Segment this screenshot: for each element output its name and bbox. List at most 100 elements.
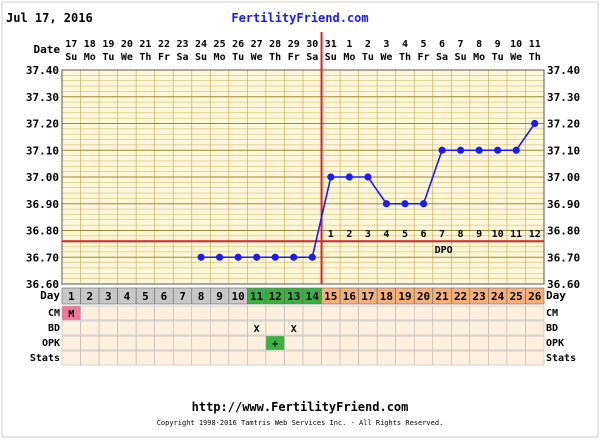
opk-cell [321, 335, 341, 351]
day-number: 6 [161, 290, 168, 303]
cm-cell [191, 305, 211, 321]
date-label: 4 [402, 39, 408, 50]
temperature-point [345, 173, 353, 181]
day-number: 11 [250, 290, 264, 303]
cm-mark: M [68, 309, 74, 320]
stats-cell [339, 350, 359, 366]
stats-cell [376, 350, 396, 366]
opk-cell [413, 335, 434, 351]
stats-cell [210, 350, 230, 366]
temperature-point [234, 253, 242, 261]
bd-cell [413, 320, 434, 336]
chart-marks: 36.60 36.60 36.70 36.70 36.80 36.80 36.90 36.90… [26, 32, 580, 366]
bd-cell [228, 320, 248, 336]
cm-cell [284, 305, 304, 321]
weekday-label: Th [529, 52, 541, 63]
dpo-number: 12 [529, 229, 541, 240]
temperature-point [215, 253, 224, 261]
stats-row-label-left: Stats [30, 353, 60, 364]
dpo-number: 9 [476, 229, 482, 240]
day-number: 9 [216, 290, 223, 303]
bd-cell [525, 320, 545, 336]
weekday-label: Tu [232, 52, 244, 63]
stats-cell [61, 350, 81, 366]
opk-cell [395, 335, 415, 351]
bd-cell [265, 320, 285, 336]
day-number: 7 [179, 290, 186, 303]
y-tick-label-right: 36.60 [547, 278, 580, 291]
dpo-number: 2 [346, 229, 352, 240]
cm-cell [321, 305, 341, 321]
stats-cell [395, 350, 415, 366]
date-label: 24 [195, 39, 207, 50]
day-number: 1 [68, 290, 75, 303]
temperature-point [197, 253, 205, 261]
cm-cell [525, 305, 545, 321]
day-number: 23 [472, 290, 485, 303]
day-number: 13 [287, 290, 300, 303]
weekday-label: Su [325, 52, 337, 63]
bd-cell [172, 320, 193, 336]
date-label: 27 [251, 39, 263, 50]
temperature-point [382, 200, 391, 208]
cm-cell [154, 305, 174, 321]
weekday-label: Mo [343, 52, 355, 63]
y-tick-label-right: 36.80 [547, 225, 580, 238]
weekday-label: Sa [306, 52, 318, 63]
footer-url: http://www.FertilityFriend.com [192, 400, 409, 414]
y-tick-label-left: 36.80 [26, 225, 59, 238]
temperature-point [494, 146, 502, 154]
day-row-label-right: Day [546, 289, 566, 302]
day-number: 14 [306, 290, 320, 303]
date-row-label: Date [34, 43, 61, 56]
cm-cell [451, 305, 471, 321]
date-label: 2 [365, 39, 371, 50]
opk-cell [432, 335, 452, 351]
date-label: 28 [269, 39, 281, 50]
dpo-number: 8 [458, 229, 464, 240]
cm-cell [210, 305, 230, 321]
opk-cell [172, 335, 193, 351]
dpo-number: 7 [439, 229, 445, 240]
opk-cell [228, 335, 248, 351]
date-label: 21 [139, 39, 151, 50]
opk-mark: + [272, 339, 278, 350]
cm-cell [172, 305, 193, 321]
bd-cell [80, 320, 100, 336]
date-label: 22 [158, 39, 170, 50]
weekday-label: Th [269, 52, 281, 63]
date-label: 10 [510, 39, 522, 50]
date-label: 6 [439, 39, 445, 50]
cm-cell [117, 305, 137, 321]
bd-mark: X [291, 324, 297, 335]
day-number: 24 [491, 290, 505, 303]
day-number: 5 [142, 290, 149, 303]
date-label: 29 [288, 39, 300, 50]
date-label: 31 [325, 39, 337, 50]
date-label: 25 [214, 39, 226, 50]
date-label: 17 [65, 39, 77, 50]
opk-cell [191, 335, 211, 351]
date-label: 20 [121, 39, 133, 50]
cm-cell [302, 305, 322, 321]
opk-cell [302, 335, 322, 351]
cm-cell [135, 305, 155, 321]
bd-row-label-right: BD [546, 323, 558, 334]
stats-cell [80, 350, 100, 366]
weekday-label: We [380, 52, 392, 63]
dpo-number: 6 [420, 229, 426, 240]
day-number: 22 [454, 290, 467, 303]
cm-cell [98, 305, 118, 321]
bd-row-label-left: BD [48, 323, 60, 334]
opk-cell [469, 335, 489, 351]
temperature-point [308, 253, 316, 261]
stats-cell [117, 350, 137, 366]
y-tick-label-left: 37.10 [26, 144, 59, 157]
bd-cell [117, 320, 137, 336]
day-number: 15 [324, 290, 337, 303]
stats-cell [525, 350, 545, 366]
opk-cell [451, 335, 471, 351]
bd-cell [98, 320, 118, 336]
opk-cell [247, 335, 267, 351]
